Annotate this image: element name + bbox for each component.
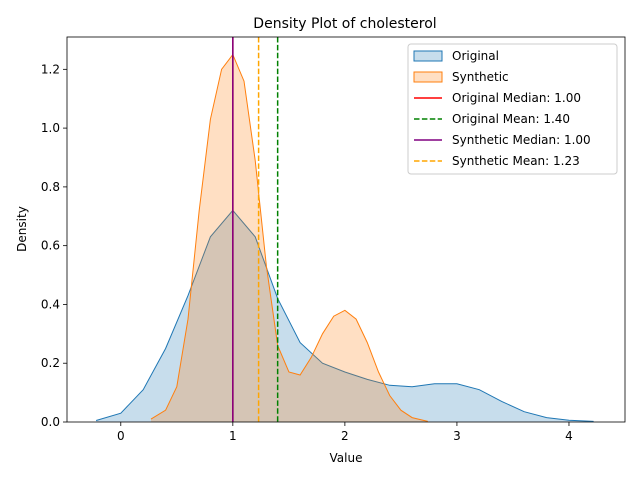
legend-swatch-synthetic [413,71,443,83]
series-line-original [95,209,594,422]
y-tick-label: 1.2 [41,62,60,76]
legend-label-original: Original [452,49,499,63]
legend-swatch-original [413,50,443,62]
series-layer [95,53,594,422]
x-tick-label: 0 [117,429,125,443]
reference-lines [232,37,279,422]
legend-label-synthetic: Synthetic [452,70,509,84]
x-axis: 0 1 2 3 4 [117,422,573,443]
chart-title: Density Plot of cholesterol [253,16,436,32]
y-tick-label: 0.2 [41,356,60,370]
y-axis-label: Density [15,206,29,252]
x-tick-label: 4 [565,429,573,443]
legend-box [407,43,618,175]
series-area-synthetic [151,54,428,422]
legend-label-original-mean-1-40: Original Mean: 1.40 [452,112,570,126]
y-tick-label: 0.6 [41,239,60,253]
y-tick-label: 0.0 [41,415,60,429]
legend-label-synthetic-mean-1-23: Synthetic Mean: 1.23 [452,154,580,168]
series-area-original [96,210,594,422]
x-axis-label: Value [330,451,363,465]
x-tick-label: 2 [341,429,349,443]
x-tick-label: 1 [229,429,237,443]
y-tick-label: 0.8 [41,180,60,194]
legend: Original Synthetic Original Median: 1.00 Or… [407,43,618,175]
y-tick-label: 0.4 [41,297,60,311]
legend-label-original-median-1-00: Original Median: 1.00 [452,91,581,105]
y-tick-label: 1.0 [41,121,60,135]
y-axis: 0.0 0.2 0.4 0.6 0.8 1.0 1.2 [41,62,67,429]
legend-label-synthetic-median-1-00: Synthetic Median: 1.00 [452,133,591,147]
x-tick-label: 3 [453,429,461,443]
plot-area [66,36,626,423]
series-line-synthetic [150,53,428,422]
axes-frame [66,36,626,423]
